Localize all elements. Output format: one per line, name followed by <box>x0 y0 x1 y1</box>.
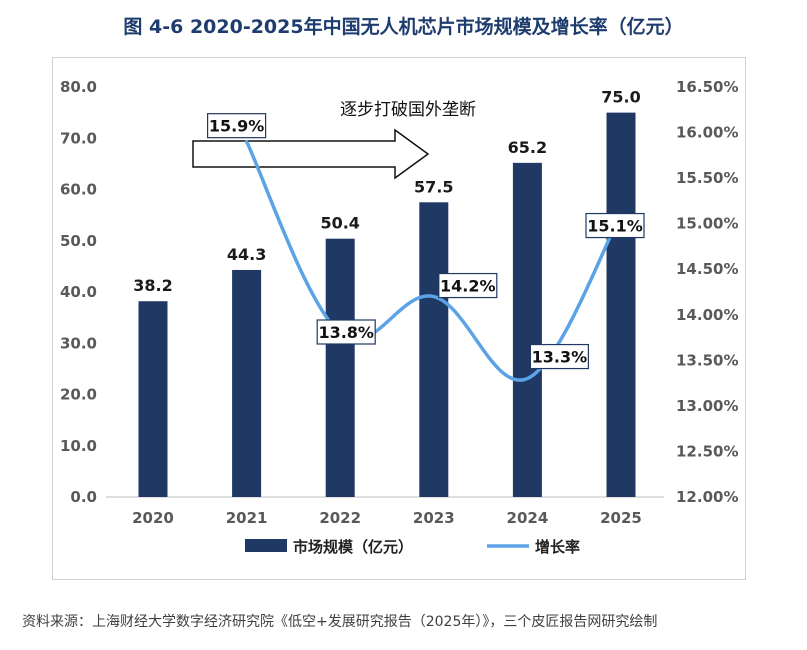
y-left-tick-label: 60.0 <box>60 181 97 199</box>
y-left-tick-label: 40.0 <box>60 283 97 301</box>
y-right-tick-label: 12.50% <box>676 442 738 460</box>
y-left-tick-label: 0.0 <box>70 488 97 506</box>
legend-marker-bar <box>245 539 287 552</box>
bar-value-label: 75.0 <box>601 88 640 107</box>
rate-value-label: 15.1% <box>587 217 643 236</box>
bar-value-label: 57.5 <box>414 177 453 196</box>
figure-title: 图 4-6 2020-2025年中国无人机芯片市场规模及增长率（亿元） <box>123 16 684 38</box>
rate-label-box <box>316 319 376 345</box>
chart-frame <box>52 57 746 580</box>
x-tick-label: 2023 <box>413 509 455 527</box>
y-left-tick-label: 50.0 <box>60 232 97 250</box>
bars <box>138 112 636 497</box>
labels: 38.2 44.3 50.4 57.5 65.2 75.0 15.9% 13.8% 14.2% 1… <box>133 88 645 370</box>
bar <box>512 162 542 497</box>
x-tick-label: 2020 <box>132 509 174 527</box>
y-right-tick-label: 13.00% <box>676 397 738 415</box>
rate-value-label: 13.8% <box>318 323 374 342</box>
rate-value-label: 13.3% <box>532 348 588 367</box>
source-note: 资料来源：上海财经大学数字经济研究院《低空+发展研究报告（2025年）》，三个皮… <box>22 614 658 630</box>
bar <box>419 202 449 497</box>
rate-label-box <box>207 113 267 139</box>
y-right-tick-label: 12.00% <box>676 488 738 506</box>
axes: 0.0 10.0 20.0 30.0 40.0 50.0 60.0 70.0 80.0 12.00… <box>60 78 739 527</box>
bar-value-label: 44.3 <box>227 245 266 264</box>
rate-label-box <box>529 343 590 370</box>
bar <box>232 269 262 497</box>
rate-line <box>244 139 623 382</box>
rate-line-group <box>244 139 623 382</box>
bar <box>138 301 168 497</box>
rate-label-box <box>438 272 498 299</box>
x-tick-label: 2021 <box>226 509 268 527</box>
annotation-text: 逐步打破国外垄断 <box>340 100 476 120</box>
bar <box>606 112 636 497</box>
y-right-tick-label: 15.50% <box>676 169 738 187</box>
legend: 市场规模（亿元） 增长率 <box>245 538 580 556</box>
x-tick-label: 2024 <box>507 509 549 527</box>
y-right-tick-label: 15.00% <box>676 215 738 233</box>
y-right-tick-label: 16.50% <box>676 78 738 96</box>
rate-value-label: 14.2% <box>440 277 496 296</box>
rate-value-label: 15.9% <box>209 117 265 136</box>
y-left-tick-label: 80.0 <box>60 78 97 96</box>
y-left-tick-label: 70.0 <box>60 129 97 147</box>
legend-label-bar: 市场规模（亿元） <box>293 538 413 556</box>
x-tick-label: 2022 <box>319 509 361 527</box>
annotation-group: 逐步打破国外垄断 <box>192 100 476 180</box>
bar-value-label: 65.2 <box>508 138 547 157</box>
x-tick-label: 2025 <box>600 509 642 527</box>
y-left-tick-label: 20.0 <box>60 386 97 404</box>
y-right-tick-label: 16.00% <box>676 124 738 142</box>
y-right-tick-label: 14.50% <box>676 260 738 278</box>
arrow-shape <box>192 128 430 180</box>
bar-value-label: 50.4 <box>320 214 359 233</box>
legend-label-line: 增长率 <box>535 538 580 556</box>
y-left-tick-label: 30.0 <box>60 334 97 352</box>
y-right-tick-label: 13.50% <box>676 351 738 369</box>
bar <box>325 238 355 497</box>
rate-label-box <box>585 212 645 239</box>
bar-value-label: 38.2 <box>133 276 172 295</box>
y-right-tick-label: 14.00% <box>676 306 738 324</box>
y-left-tick-label: 10.0 <box>60 437 97 455</box>
